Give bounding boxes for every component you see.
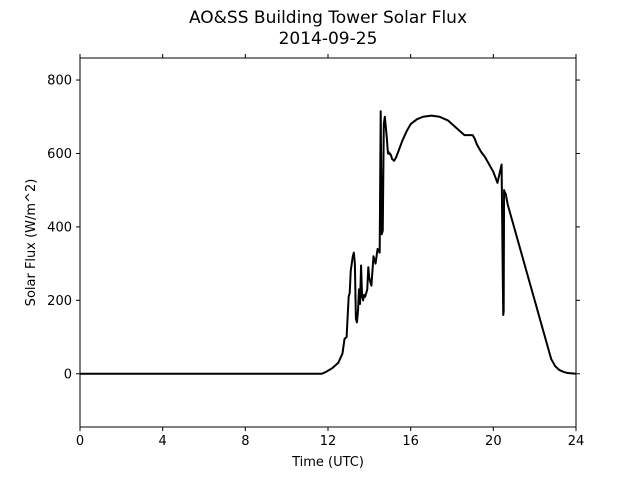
x-tick-label: 20 bbox=[485, 434, 502, 449]
y-tick-label: 600 bbox=[47, 147, 72, 162]
chart-title-block: AO&SS Building Tower Solar Flux 2014-09-… bbox=[0, 8, 640, 50]
axis-ticks: 0 4 8 12 16 20 24 0 200 400 600 800 bbox=[47, 54, 584, 449]
series-line bbox=[80, 110, 577, 375]
x-tick-label: 4 bbox=[159, 434, 167, 449]
x-tick-label: 16 bbox=[402, 434, 419, 449]
y-tick-label: 200 bbox=[47, 294, 72, 309]
x-tick-label: 12 bbox=[320, 434, 337, 449]
y-tick-label: 800 bbox=[47, 74, 72, 89]
plot-frame bbox=[79, 57, 577, 428]
y-tick-label: 0 bbox=[64, 367, 72, 382]
chart-subtitle: 2014-09-25 bbox=[278, 29, 378, 49]
series-layer bbox=[80, 110, 577, 375]
y-axis-label: Solar Flux (W/m^2) bbox=[24, 179, 39, 307]
x-tick-label: 0 bbox=[76, 434, 84, 449]
x-axis-label: Time (UTC) bbox=[291, 455, 364, 470]
x-tick-label: 8 bbox=[241, 434, 249, 449]
chart-title: AO&SS Building Tower Solar Flux bbox=[188, 8, 468, 28]
y-tick-label: 400 bbox=[47, 220, 72, 235]
x-tick-label: 24 bbox=[568, 434, 585, 449]
